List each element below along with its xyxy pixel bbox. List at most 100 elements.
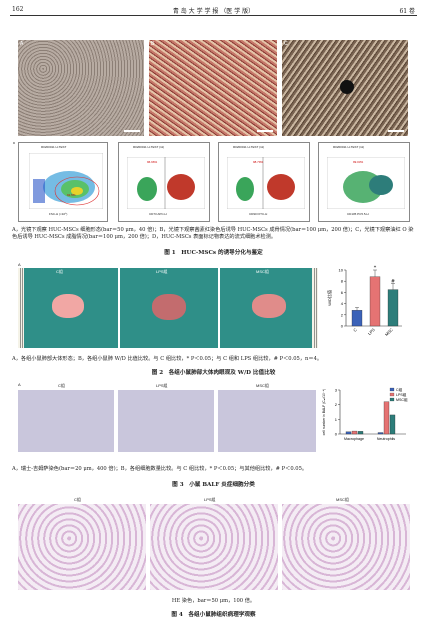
page-number: 162 bbox=[12, 6, 24, 13]
legend-label: C组 bbox=[396, 387, 403, 392]
flow-title: R0200011 H-TEST (11) bbox=[333, 145, 365, 149]
fig1-panel-d-scatter: D R0200011 H-TEST 91.5% FSC-H (×10⁶) bbox=[13, 141, 108, 222]
flow-scatter-plot bbox=[29, 153, 103, 209]
x-tick-label: LPS bbox=[367, 327, 376, 336]
journal-title: 青 岛 大 学 学 报 （医 学 版） bbox=[172, 8, 255, 15]
ruler bbox=[18, 268, 24, 348]
flow-dual-plot bbox=[127, 157, 205, 209]
fig1-panel-b-image: B bbox=[149, 40, 277, 136]
fig1-panel-d-label: D bbox=[13, 141, 16, 145]
lung-photo-c: C组 bbox=[18, 268, 118, 348]
fig4-caption: HE 染色，bar＝50 μm，100 倍。 bbox=[171, 598, 256, 604]
stain-image-lps: LPS组 bbox=[118, 383, 214, 452]
fig1-panel-a-label: A bbox=[20, 41, 24, 47]
header-rule bbox=[10, 15, 417, 16]
legend-swatch bbox=[389, 392, 395, 397]
lung-photo-lps: LPS组 bbox=[120, 268, 218, 348]
group-label: C组 bbox=[56, 269, 63, 274]
y-tick-label: 2 bbox=[341, 312, 344, 317]
group-label: MSC组 bbox=[336, 497, 349, 502]
fig2-caption: A，各组小鼠肺部大体形态；B，各组小鼠肺 W/D 比值比较。与 C 组比较，* … bbox=[12, 356, 323, 362]
lung-photo-msc: MSC组 bbox=[220, 268, 318, 348]
fig1-caption: A，光镜下观察 HUC-MSCs 细胞形态(bar＝50 μm，40 倍)；B，… bbox=[12, 227, 414, 240]
lipid-droplet bbox=[340, 80, 354, 94]
flow-title: R0200011 H-TEST (11) bbox=[133, 145, 165, 149]
y-tick-label: 0 bbox=[341, 324, 344, 329]
bar bbox=[345, 431, 352, 435]
y-axis-label: cell number in BALF (Cₙₗₗ/10⁻⁴) bbox=[322, 389, 326, 436]
gate-percent: 91.5% bbox=[67, 193, 76, 197]
y-axis-label: W/D比值 bbox=[326, 290, 332, 306]
flow-dual-plot bbox=[227, 157, 305, 209]
fig1-panel-c-image: C bbox=[282, 40, 408, 136]
x-axis-label: CD105 PC5.5-H bbox=[347, 212, 369, 216]
percent: 98.79% bbox=[253, 160, 264, 164]
group-label: LPS组 bbox=[156, 269, 168, 274]
lung-sample bbox=[52, 294, 84, 318]
x-tick-label: MSC bbox=[384, 327, 394, 337]
he-image-msc: MSC组 bbox=[282, 497, 410, 590]
flow-dual-plot bbox=[327, 157, 405, 209]
y-tick-label: 3 bbox=[335, 388, 338, 393]
group-label: C组 bbox=[58, 383, 65, 388]
bar bbox=[387, 289, 399, 327]
he-image-lps: LPS组 bbox=[150, 497, 278, 590]
ruler bbox=[312, 268, 318, 348]
fig1-cd105-plot: R0200011 H-TEST (11) 99.03% CD105 PC5.5-… bbox=[318, 142, 410, 222]
fig1-title: 图 1 HUC-MSCs 的诱导分化与鉴定 bbox=[164, 250, 263, 256]
fig3-panel-a-label: A bbox=[18, 382, 21, 387]
fig2-panel-a-label: A bbox=[18, 262, 21, 267]
x-axis-label: FSC-H (×10⁶) bbox=[49, 212, 68, 216]
group-label: MSC组 bbox=[256, 383, 269, 388]
fig4-he-images: C组 LPS组 MSC组 bbox=[18, 496, 410, 592]
x-tick-label: Macrophage bbox=[344, 437, 364, 441]
bar bbox=[357, 431, 364, 435]
percent: 99.03% bbox=[353, 160, 364, 164]
legend-label: MSC组 bbox=[396, 397, 408, 402]
he-image-c: C组 bbox=[18, 497, 146, 590]
x-axis-label: CD73 APC-H bbox=[149, 212, 167, 216]
y-tick-label: 0 bbox=[335, 432, 338, 437]
group-label: LPS组 bbox=[204, 497, 216, 502]
fig1-panel-a-image: A bbox=[18, 40, 144, 136]
flow-title: R0200011 H-TEST (11) bbox=[233, 145, 265, 149]
volume: 61 卷 bbox=[399, 8, 415, 15]
y-tick-label: 4 bbox=[341, 301, 344, 306]
y-tick-label: 1 bbox=[335, 417, 338, 422]
fig3-cell-count-chart: 0 1 2 3 cell number in BALF (Cₙₗₗ/10⁻⁴) Macro… bbox=[322, 387, 408, 441]
bar bbox=[369, 276, 381, 327]
x-axis-label: CD90 FITC-H bbox=[249, 212, 268, 216]
group-label: MSC组 bbox=[256, 269, 269, 274]
fig3-panel-a: A C组 LPS组 MSC组 bbox=[18, 382, 316, 452]
stain-image-msc: MSC组 bbox=[218, 383, 316, 452]
stain-image-c: C组 bbox=[18, 383, 114, 452]
group-label: C组 bbox=[74, 497, 81, 502]
fig4-title: 图 4 各组小鼠肺组织病理学观察 bbox=[171, 612, 256, 618]
fig1-panel-b-label: B bbox=[151, 41, 155, 47]
scale-bar bbox=[124, 130, 140, 132]
bar bbox=[377, 432, 384, 435]
x-tick-label: Neutrophils bbox=[377, 437, 395, 441]
y-tick-label: 6 bbox=[341, 290, 344, 295]
fig3-title: 图 3 小鼠 BALF 炎症细胞分类 bbox=[172, 482, 255, 488]
fig2-wd-ratio-chart: 0 2 4 6 8 10 W/D比值 C * LPS # MSC bbox=[326, 265, 402, 337]
y-tick-label: 10 bbox=[339, 268, 344, 273]
legend-swatch bbox=[389, 397, 395, 402]
scale-bar bbox=[388, 130, 404, 132]
fig3-caption: A，瑞士-吉姆萨染色(bar＝20 μm，400 倍)；B，各组细胞数量比较。与… bbox=[12, 466, 308, 472]
fig2-panel-a: A C组 LPS组 MSC组 bbox=[18, 262, 318, 350]
scale-bar bbox=[257, 130, 273, 132]
fig2-title: 图 2 各组小鼠肺部大体肉眼观及 W/D 比值比较 bbox=[151, 370, 276, 376]
bar bbox=[383, 401, 390, 435]
x-tick-label: C bbox=[352, 327, 358, 333]
significance-mark: * bbox=[374, 265, 377, 271]
lung-sample bbox=[252, 294, 286, 318]
bar bbox=[389, 414, 396, 435]
fig1-cd90-plot: R0200011 H-TEST (11) 98.79% CD90 FITC-H bbox=[218, 142, 310, 222]
bar bbox=[351, 430, 358, 435]
legend-swatch bbox=[389, 387, 395, 392]
y-tick-label: 8 bbox=[341, 279, 344, 284]
percent: 96.96% bbox=[147, 160, 158, 164]
fig1-panel-c-label: C bbox=[284, 41, 288, 47]
lung-sample bbox=[152, 294, 186, 320]
